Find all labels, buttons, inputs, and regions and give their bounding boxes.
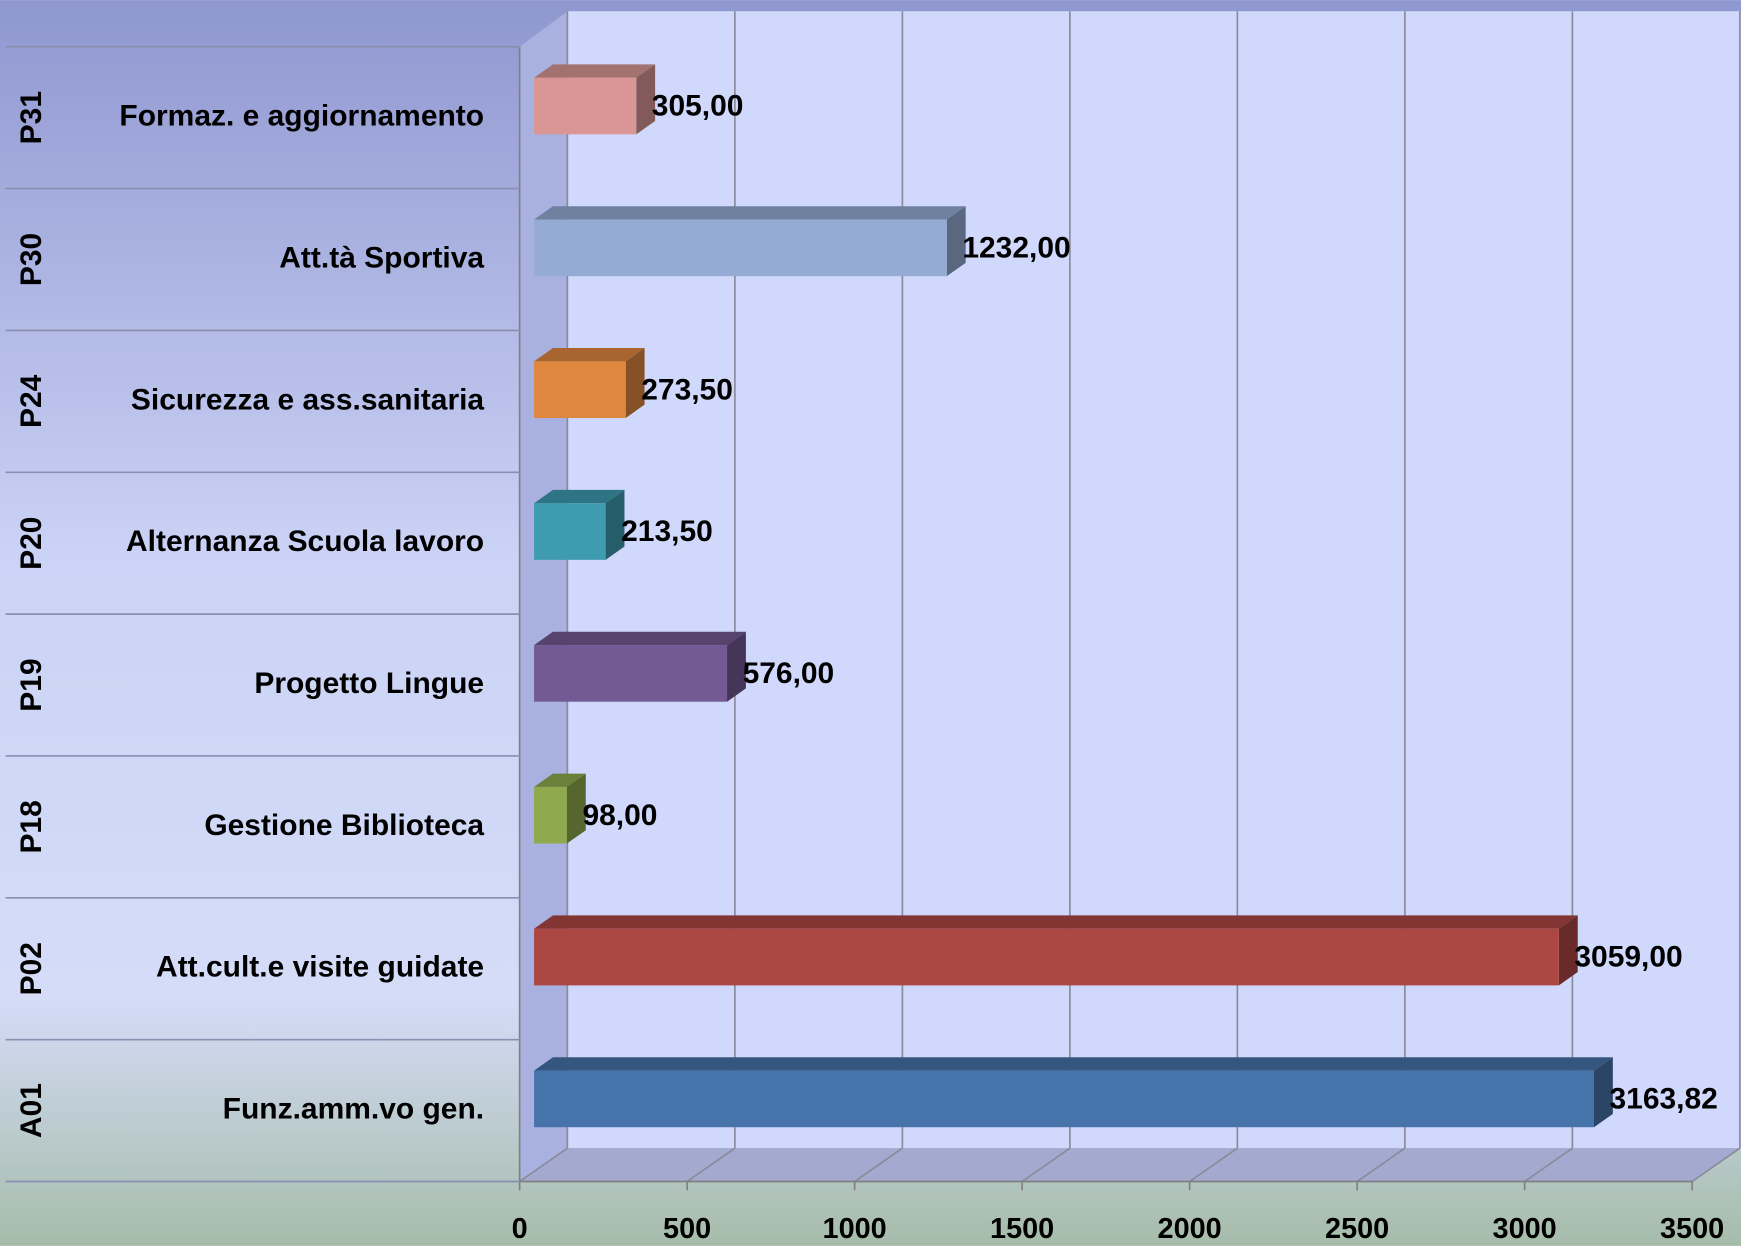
y-tick-label: Formaz. e aggiornamento [119,100,484,133]
x-tick-label: 1000 [823,1213,887,1245]
bar [534,786,567,844]
bar-top [534,206,966,220]
floor-grid-line [1021,1147,1071,1183]
bar [534,361,626,419]
x-tick-label: 2000 [1158,1213,1222,1245]
floor-grid-line [686,1147,736,1183]
bar-top [534,1057,1613,1071]
data-label: 273,50 [641,373,733,406]
y-tick-label: Gestione Biblioteca [204,809,484,842]
group-label: P19 [15,658,48,711]
group-label: P31 [15,91,48,144]
bar [534,219,947,277]
bar-side [566,773,586,844]
floor-grid-line [1691,1147,1741,1183]
group-label: P02 [15,942,48,995]
y-tick-label: Progetto Lingue [254,667,484,700]
x-tick-label: 3500 [1660,1213,1724,1245]
data-label: 98,00 [582,799,657,832]
bar-top [534,489,625,504]
y-tick-label: Alternanza Scuola lavoro [126,525,484,558]
data-label: 576,00 [743,657,835,690]
bar-side [727,631,746,702]
bar [534,503,606,560]
floor-grid-line [519,1147,568,1183]
data-label: 213,50 [621,515,713,548]
bar-top [534,773,586,787]
bar [534,1070,1594,1128]
bar-top [534,64,656,78]
y-tick-label: Sicurezza e ass.sanitaria [131,383,485,416]
x-tick-label: 1500 [990,1213,1054,1245]
bar-side [1593,1057,1613,1128]
bar-side [636,64,656,135]
bar-side [625,348,645,419]
bar [534,77,637,135]
bar-top [534,915,1578,929]
bar [534,928,1559,986]
data-label: 3059,00 [1574,941,1682,974]
group-label: P30 [15,233,48,286]
data-label: 3163,82 [1610,1083,1718,1116]
group-label: P24 [15,374,48,428]
side-wall [519,11,568,1182]
floor [519,1148,1741,1182]
group-label: P20 [15,517,48,570]
floor-grid-line [1524,1147,1573,1183]
floor-grid-line [854,1147,903,1183]
bar-top [534,631,746,646]
x-tick-label: 0 [512,1213,528,1245]
y-tick-label: Att.cult.e visite guidate [156,951,484,984]
bar-side [946,206,966,277]
bar [534,645,728,702]
bar-side [1558,915,1578,986]
x-tick-label: 3000 [1493,1213,1557,1245]
group-label: A01 [15,1083,48,1138]
group-label: P18 [15,800,48,853]
bar-top [534,348,645,362]
x-tick-label: 500 [663,1213,711,1245]
floor-grid-line [1356,1147,1406,1183]
data-label: 1232,00 [962,231,1070,264]
y-tick-label: Funz.amm.vo gen. [223,1092,484,1125]
data-label: 305,00 [652,90,744,123]
bar-side [605,489,625,560]
y-tick-label: Att.tà Sportiva [279,241,484,274]
floor-grid-line [1189,1147,1238,1183]
x-tick-label: 2500 [1325,1213,1389,1245]
